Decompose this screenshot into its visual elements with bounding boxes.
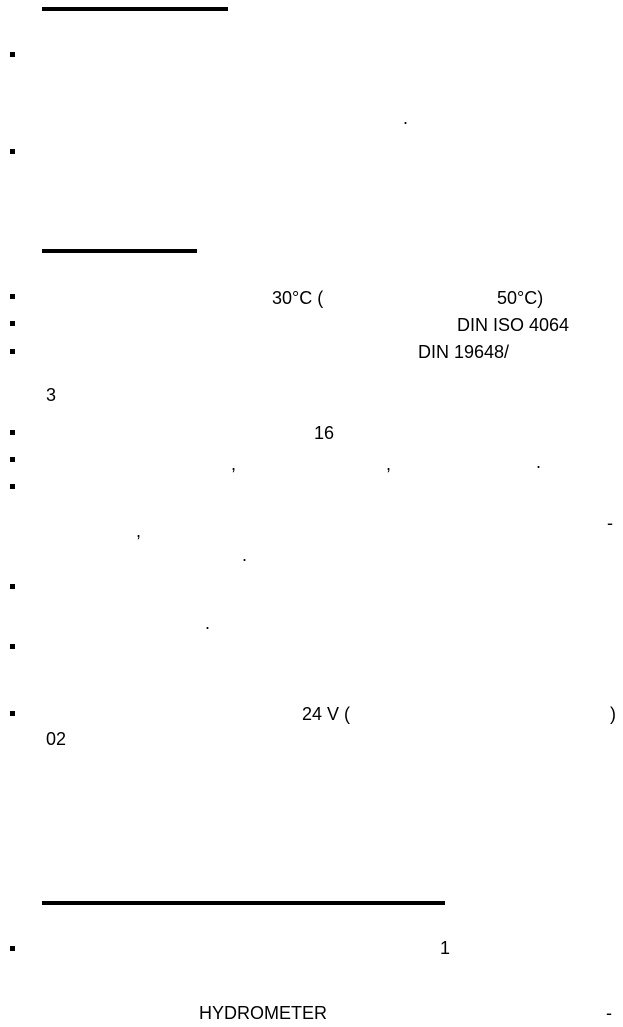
bullet-marker xyxy=(10,321,15,326)
standard-din-19648: DIN 19648/ xyxy=(418,342,510,362)
standard-part-number: 3 xyxy=(46,385,57,405)
section-1-heading-rule xyxy=(42,7,228,11)
sentence-period: . xyxy=(536,452,542,472)
comma: , xyxy=(136,521,142,541)
bullet-marker xyxy=(10,711,15,716)
temperature-30: 30°C ( xyxy=(272,288,324,308)
value-16: 16 xyxy=(314,423,335,443)
hydrometer-label: HYDROMETER xyxy=(199,1003,328,1023)
bullet-marker xyxy=(10,584,15,589)
bullet-marker xyxy=(10,946,15,951)
sentence-period: . xyxy=(205,613,211,633)
bullet-marker xyxy=(10,349,15,354)
bullet-marker xyxy=(10,52,15,57)
bullet-marker xyxy=(10,149,15,154)
section-2-heading-rule xyxy=(42,249,197,253)
value-1: 1 xyxy=(440,938,451,958)
code-02: 02 xyxy=(46,729,67,749)
section-3-heading-rule xyxy=(42,901,445,905)
sentence-period: . xyxy=(403,108,409,128)
bullet-marker xyxy=(10,644,15,649)
hyphen: - xyxy=(606,1003,612,1023)
bullet-marker xyxy=(10,484,15,489)
sentence-period: . xyxy=(242,545,248,565)
voltage-24v: 24 V ( xyxy=(302,704,351,724)
bullet-marker xyxy=(10,294,15,299)
standard-din-iso-4064: DIN ISO 4064 xyxy=(457,315,570,335)
comma: , xyxy=(231,454,237,474)
comma: , xyxy=(386,454,392,474)
bullet-marker xyxy=(10,457,15,462)
bullet-marker xyxy=(10,430,15,435)
temperature-50: 50°C) xyxy=(497,288,544,308)
closing-parenthesis: ) xyxy=(610,704,616,724)
hyphen: - xyxy=(607,513,613,533)
